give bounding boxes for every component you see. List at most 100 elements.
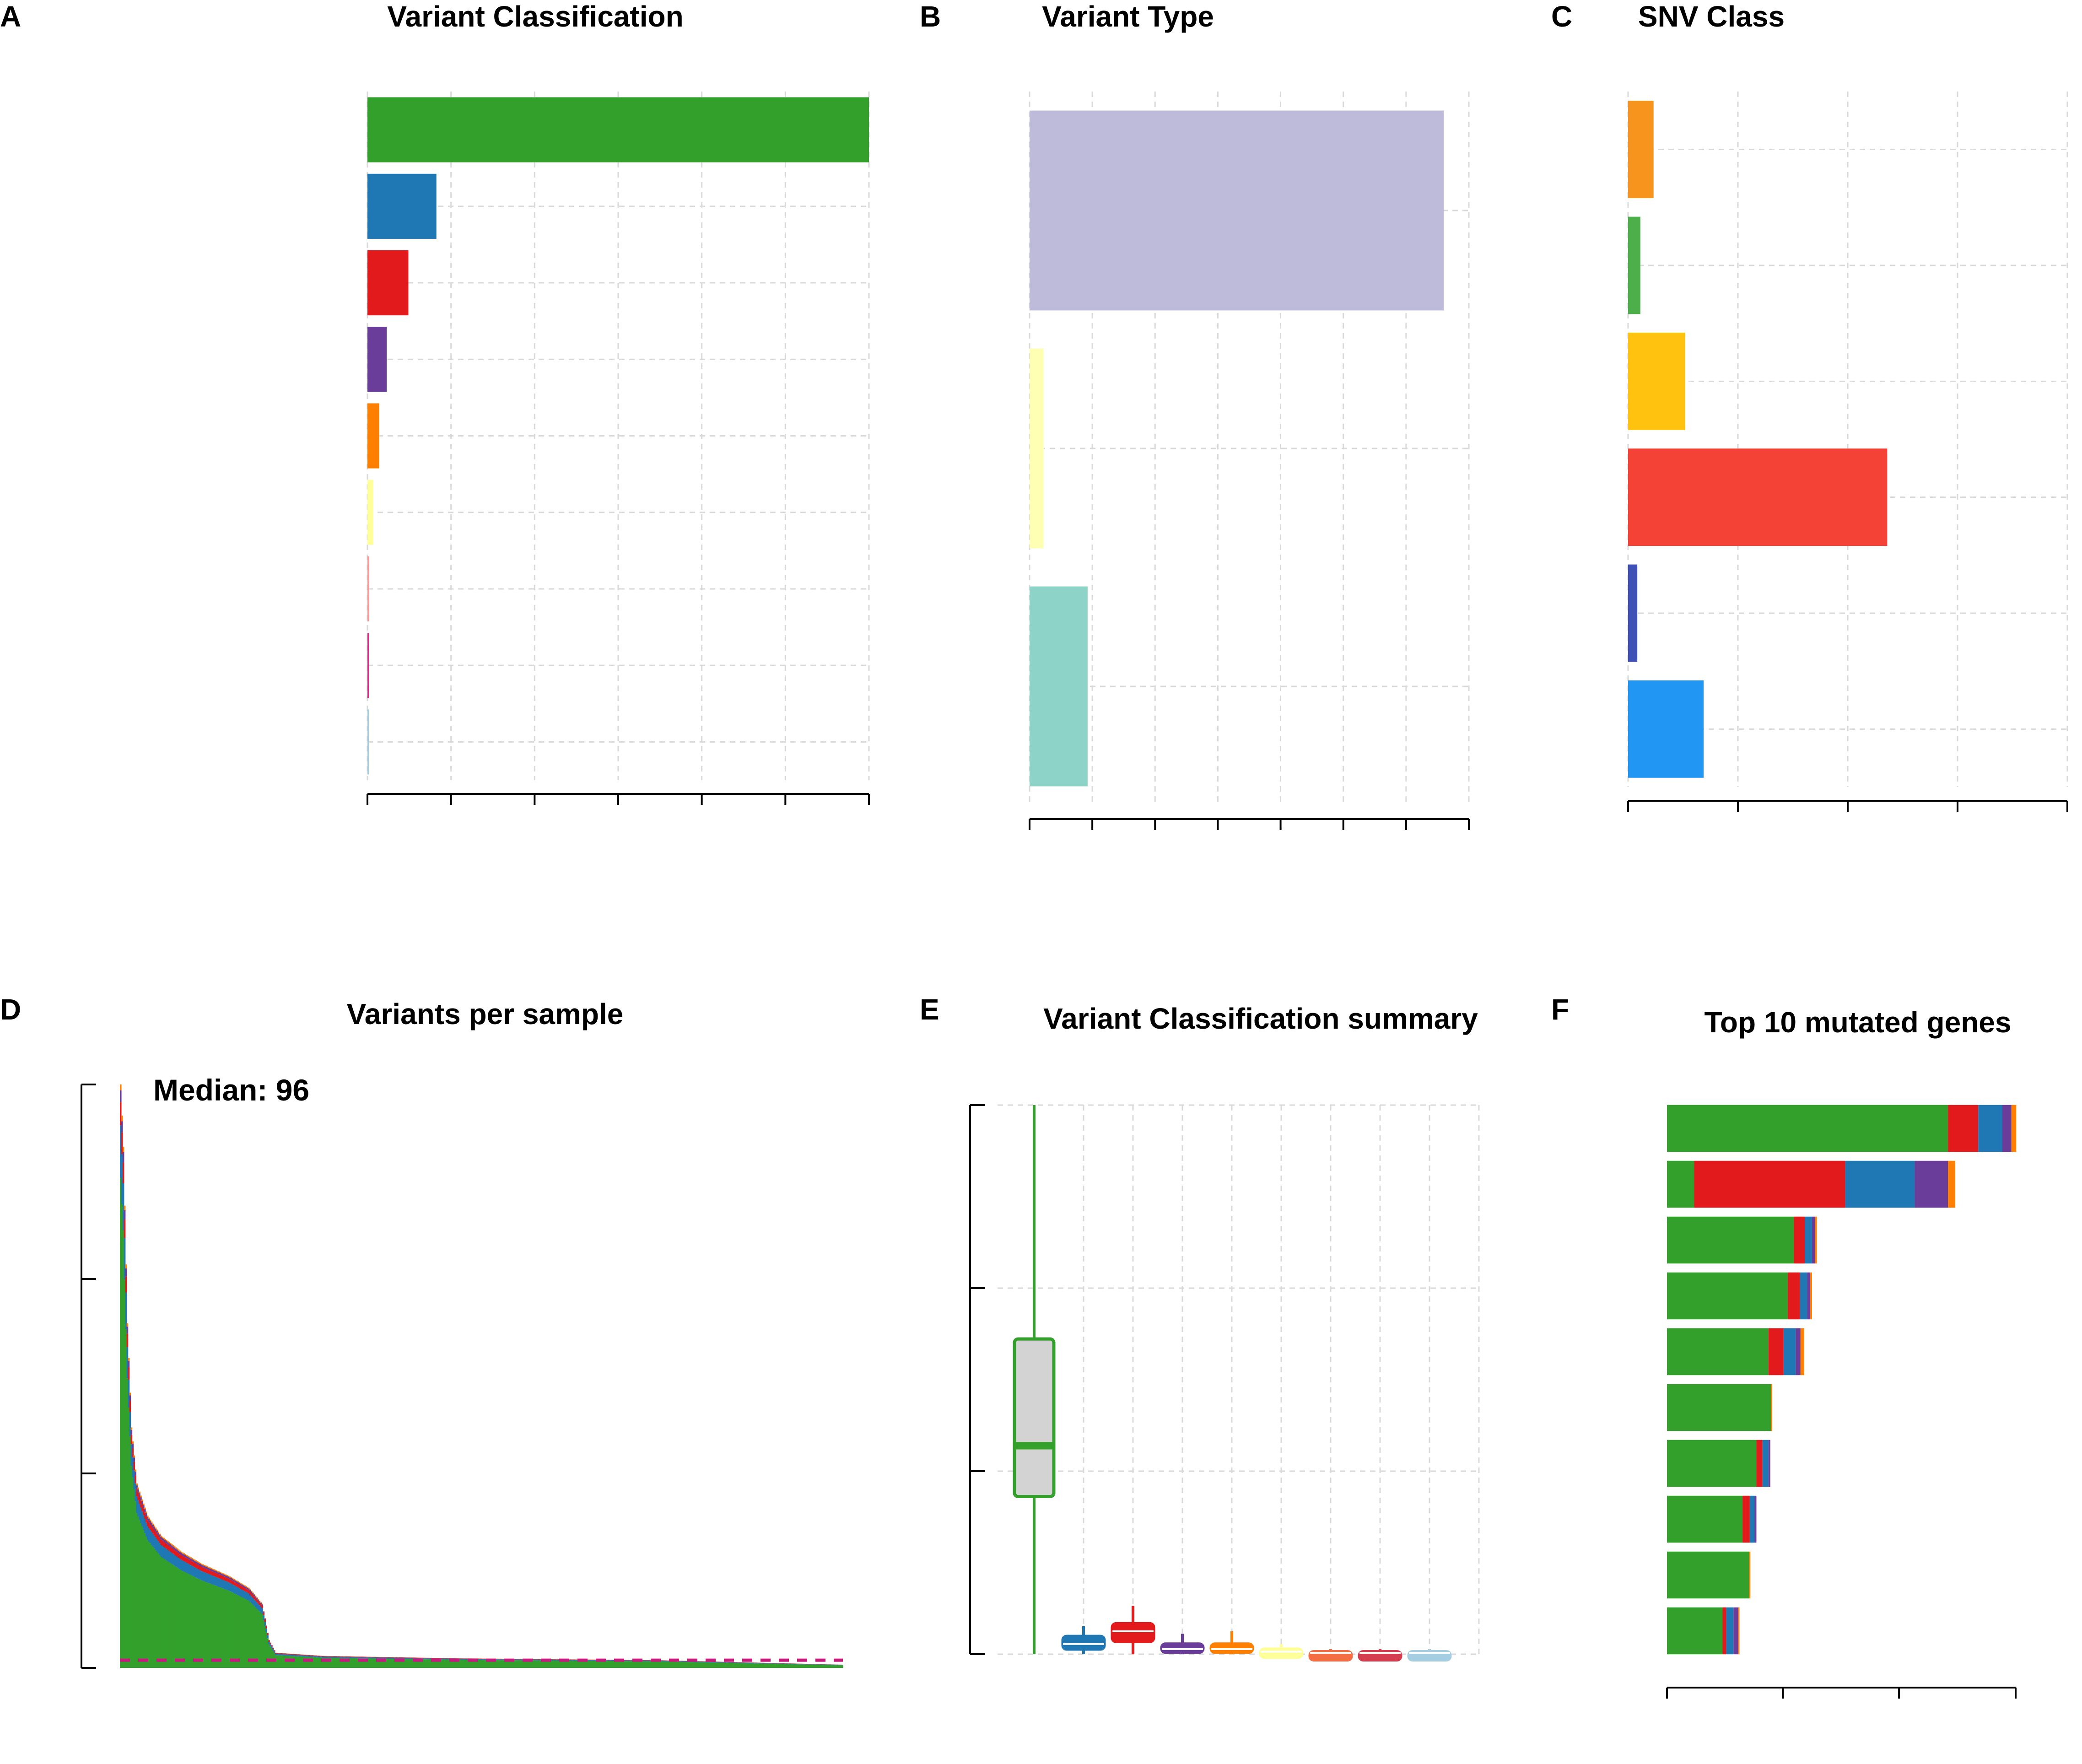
sample-bar-segment [213,1570,215,1572]
sample-bar-segment [187,1555,189,1557]
sample-bar-segment [831,1665,833,1668]
sample-bar-segment [292,1655,294,1656]
sample-bar-segment [252,1604,254,1668]
sample-bar-segment [405,1659,408,1668]
sample-bar-segment [458,1660,460,1668]
sample-bar-segment [207,1583,210,1668]
sample-bar-segment [338,1658,340,1668]
sample-bar-segment [249,1590,251,1592]
sample-bar-segment [388,1657,390,1659]
sample-bar-segment [175,1547,177,1549]
sample-bar-segment [225,1581,227,1590]
sample-bar-segment [209,1568,211,1570]
sample-bar-segment [441,1659,443,1668]
sample-bar-segment [441,1658,443,1659]
sample-bar-segment [758,1663,760,1668]
sample-bar-segment [238,1583,240,1585]
sample-bar-segment [287,1654,289,1656]
sample-bar-segment [135,1483,136,1501]
sample-bar-segment [431,1659,433,1668]
sample-bar-segment [322,1656,324,1658]
sample-bar-segment [149,1543,151,1668]
gene-bar-segment-muc16 [1815,1216,1817,1264]
sample-bar-segment [157,1541,160,1554]
sample-bar-segment [237,1582,239,1584]
sample-bar-segment [225,1577,227,1581]
sample-bar-segment [818,1664,820,1665]
sample-bar-segment [166,1540,167,1542]
sample-bar-segment [121,1116,123,1122]
sample-bar-segment [183,1553,185,1554]
bar-t-c [1628,332,1685,430]
sample-bar-segment [404,1659,406,1668]
sample-bar-segment [713,1662,715,1668]
sample-bar-segment [171,1548,173,1553]
sample-bar-segment [623,1661,625,1668]
sample-bar-segment [445,1658,447,1659]
sample-bar-segment [139,1497,140,1504]
sample-bar-segment [330,1656,332,1658]
sample-bar-segment [837,1665,839,1668]
sample-bar-segment [238,1596,240,1668]
sample-bar-segment [395,1659,397,1668]
sample-bar-segment [221,1579,223,1588]
sample-bar-segment [612,1661,614,1668]
sample-bar-segment [637,1661,640,1668]
box-splice-site [1209,1631,1254,1654]
sample-bar-segment [419,1659,421,1668]
sample-bar-segment [162,1538,163,1541]
sample-bar-segment [125,1276,127,1293]
sample-bar-segment [477,1659,479,1660]
sample-bar-segment [232,1592,234,1668]
sample-bar-segment [646,1661,648,1668]
sample-bar-segment [553,1661,555,1668]
sample-bar-segment [229,1591,231,1668]
sample-bar-segment [189,1557,190,1560]
sample-bar-segment [223,1576,226,1581]
sample-bar-segment [159,1543,161,1555]
sample-bar-segment [775,1663,777,1664]
sample-bar-segment [610,1660,613,1661]
sample-bar-segment [761,1663,762,1668]
sample-bar-segment [681,1662,683,1668]
sample-bar-segment [155,1550,157,1668]
bar-t-a [1628,216,1640,314]
sample-bar-segment [682,1661,684,1662]
sample-bar-segment [647,1661,649,1668]
sample-bar-segment [822,1664,825,1665]
sample-bar-segment [628,1661,630,1668]
sample-bar-segment [499,1660,501,1668]
sample-bar-segment [129,1392,131,1396]
sample-bar-segment [657,1661,658,1668]
sample-bar-segment [183,1571,185,1668]
sample-bar-segment [816,1664,818,1668]
sample-bar-segment [701,1662,703,1668]
sample-bar-segment [322,1656,324,1657]
sample-bar-segment [607,1660,609,1661]
sample-bar-segment [442,1658,444,1660]
sample-bar-segment [702,1662,704,1668]
sample-bar-segment [279,1654,281,1656]
sample-bar-segment [744,1663,746,1668]
sample-bar-segment [626,1660,627,1661]
sample-bar-segment [322,1657,324,1668]
sample-bar-segment [727,1662,729,1668]
sample-bar-segment [520,1659,523,1660]
sample-bar-segment [263,1611,265,1612]
sample-bar-segment [455,1660,458,1668]
sample-bar-segment [415,1659,417,1668]
sample-bar-segment [631,1660,633,1662]
sample-bar-segment [254,1598,257,1601]
sample-bar-segment [126,1347,129,1379]
sample-bar-segment [155,1532,157,1537]
sample-bar-segment [389,1658,392,1659]
sample-bar-segment [143,1505,145,1509]
sample-bar-segment [821,1665,823,1668]
sample-bar-segment [313,1657,315,1668]
sample-bar-segment [389,1657,392,1658]
sample-bar-segment [152,1547,154,1668]
sample-bar-segment [176,1549,178,1552]
sample-bar-segment [557,1661,559,1668]
sample-bar-segment [183,1554,185,1557]
sample-bar-segment [232,1584,234,1593]
